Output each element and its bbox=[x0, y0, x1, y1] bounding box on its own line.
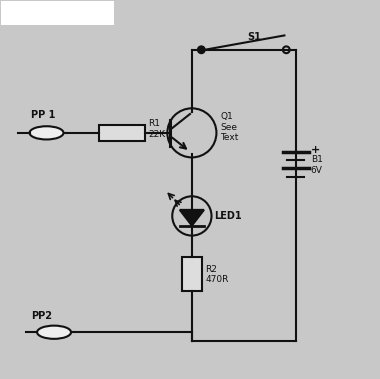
Text: PP 1: PP 1 bbox=[32, 110, 56, 120]
Circle shape bbox=[198, 46, 205, 53]
Ellipse shape bbox=[37, 326, 71, 339]
Text: B1
6V: B1 6V bbox=[311, 155, 323, 175]
Text: R2
470R: R2 470R bbox=[205, 265, 228, 284]
Text: R1
22K: R1 22K bbox=[149, 119, 166, 139]
FancyBboxPatch shape bbox=[182, 257, 202, 291]
Text: PP2: PP2 bbox=[32, 311, 52, 321]
Ellipse shape bbox=[30, 126, 63, 139]
Bar bbox=[1, 1, 114, 25]
Text: Q1
See
Text: Q1 See Text bbox=[220, 112, 239, 142]
Text: +: + bbox=[311, 145, 320, 155]
Polygon shape bbox=[180, 210, 204, 226]
FancyBboxPatch shape bbox=[100, 125, 145, 141]
Text: LED1: LED1 bbox=[215, 211, 242, 221]
Text: S1: S1 bbox=[248, 32, 261, 42]
